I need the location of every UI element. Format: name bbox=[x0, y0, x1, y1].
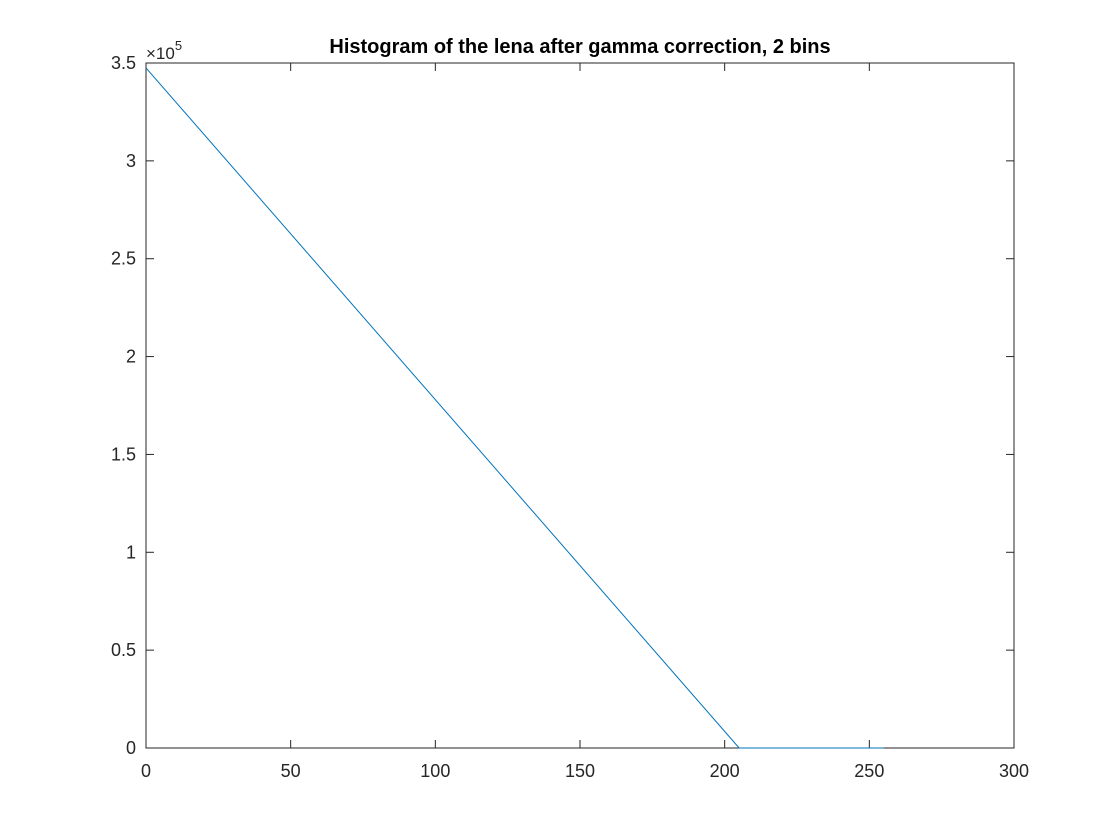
x-tick-label: 250 bbox=[854, 761, 884, 781]
x-tick-label: 200 bbox=[710, 761, 740, 781]
y-axis-exponent-power: 5 bbox=[175, 38, 182, 53]
y-axis-exponent: ×105 bbox=[146, 38, 182, 63]
y-tick-label: 0 bbox=[126, 738, 136, 758]
y-tick-label: 0.5 bbox=[111, 640, 136, 660]
svg-text:×105: ×105 bbox=[146, 38, 182, 63]
x-tick-label: 50 bbox=[281, 761, 301, 781]
y-tick-label: 2.5 bbox=[111, 249, 136, 269]
series-line bbox=[145, 67, 884, 749]
y-tick-label: 3 bbox=[126, 151, 136, 171]
y-tick-label: 2 bbox=[126, 347, 136, 367]
y-axis: 0 0.5 1 1.5 2 2.5 3 3.5 bbox=[111, 53, 1014, 758]
chart-title: Histogram of the lena after gamma correc… bbox=[329, 36, 830, 58]
y-tick-label: 1 bbox=[126, 542, 136, 562]
y-axis-exponent-base: ×10 bbox=[146, 44, 175, 63]
x-tick-label: 100 bbox=[420, 761, 450, 781]
x-tick-label: 0 bbox=[141, 761, 151, 781]
axes-box bbox=[145, 62, 1015, 749]
x-axis: 0 50 100 150 200 250 300 bbox=[141, 63, 1029, 781]
y-tick-label: 3.5 bbox=[111, 53, 136, 73]
series-layer bbox=[145, 67, 884, 749]
y-tick-label: 1.5 bbox=[111, 444, 136, 464]
x-tick-label: 300 bbox=[999, 761, 1029, 781]
x-tick-label: 150 bbox=[565, 761, 595, 781]
